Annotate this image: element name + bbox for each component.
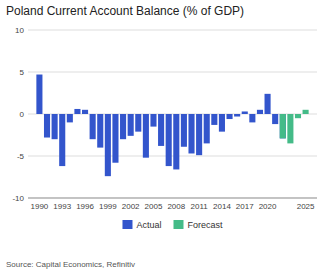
bar — [52, 114, 58, 139]
x-tick-label: 1990 — [31, 202, 49, 211]
bar — [280, 114, 286, 138]
x-tick-label: 2011 — [191, 202, 209, 211]
bar — [90, 114, 96, 139]
bar — [97, 114, 103, 148]
bar — [226, 114, 232, 119]
bar — [303, 110, 309, 114]
source-note: Source: Capital Economics, Refinitiv — [6, 260, 135, 269]
bar — [128, 114, 134, 136]
x-tick-label: 1993 — [53, 202, 71, 211]
bar — [242, 111, 248, 114]
bar — [211, 114, 217, 125]
bar — [188, 114, 194, 153]
legend-label: Actual — [136, 220, 161, 230]
bar — [36, 75, 42, 114]
bar — [59, 114, 65, 166]
x-tick-label: 2002 — [122, 202, 140, 211]
bar — [112, 114, 118, 163]
bar — [181, 114, 187, 147]
grid-line — [28, 72, 317, 73]
x-tick-label: 2025 — [297, 202, 315, 211]
bar — [67, 114, 73, 122]
legend-swatch — [174, 220, 184, 229]
legend-swatch — [122, 220, 132, 229]
x-tick-label: 1996 — [76, 202, 94, 211]
bar — [158, 114, 164, 146]
x-tick-label: 1999 — [99, 202, 117, 211]
y-tick-label: -10 — [12, 194, 24, 203]
bar — [166, 114, 172, 166]
x-tick-label: 2020 — [259, 202, 277, 211]
grid-line — [28, 156, 317, 157]
y-tick-label: 0 — [20, 110, 25, 119]
bar — [44, 114, 50, 138]
bar — [143, 114, 149, 158]
bars — [36, 75, 308, 177]
bar — [74, 109, 80, 114]
y-tick-label: -5 — [17, 152, 25, 161]
bar — [120, 114, 126, 139]
bar — [135, 114, 141, 132]
bar — [295, 114, 301, 118]
x-axis-line — [28, 198, 317, 199]
bar — [234, 114, 240, 117]
bar — [82, 110, 88, 114]
bar — [196, 114, 202, 155]
chart: Poland Current Account Balance (% of GDP… — [0, 0, 325, 273]
y-tick-label: 10 — [15, 26, 24, 35]
bar — [257, 110, 263, 114]
bar — [249, 114, 255, 122]
grid-line — [28, 198, 317, 199]
y-tick-label: 5 — [20, 68, 25, 77]
x-tick-label: 2017 — [236, 202, 254, 211]
bar — [280, 114, 286, 138]
bar — [272, 114, 278, 124]
bar — [287, 114, 293, 143]
legend-label: Forecast — [188, 220, 224, 230]
bar — [204, 114, 210, 143]
grid-line — [28, 30, 317, 31]
bar — [219, 114, 225, 132]
legend: Actual Forecast — [122, 220, 223, 230]
x-tick-label: 2014 — [213, 202, 231, 211]
bar — [265, 94, 271, 114]
bar — [150, 114, 156, 127]
x-tick-label: 2005 — [145, 202, 163, 211]
bar — [105, 114, 111, 176]
x-tick-label: 2008 — [167, 202, 185, 211]
bar — [173, 114, 179, 169]
title: Poland Current Account Balance (% of GDP… — [6, 4, 244, 18]
